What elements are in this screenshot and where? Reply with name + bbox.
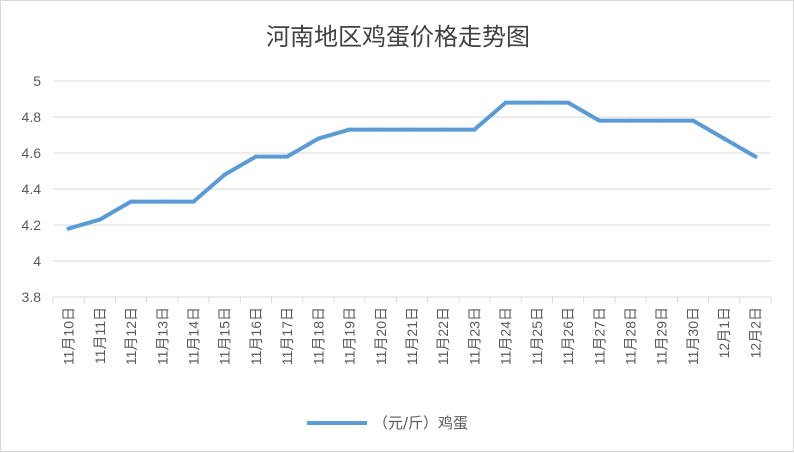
y-tick-label: 4.8 [22,109,42,125]
grid-lines [53,80,771,298]
x-tick-label: 11月11日 [92,307,108,364]
data-point [253,154,258,159]
data-point [66,226,71,231]
data-point [97,217,102,222]
y-tick-label: 4.2 [22,217,42,233]
x-tick-label: 11月16日 [248,307,264,365]
data-point [659,118,664,123]
x-tick-label: 11月30日 [685,307,701,365]
data-point [222,172,227,177]
x-tick-label: 11月22日 [435,307,451,365]
x-tick-label: 11月29日 [654,307,670,365]
x-tick-label: 11月15日 [217,307,233,365]
data-point [410,127,414,132]
data-point [722,136,727,141]
x-tick-label: 11月26日 [560,307,576,365]
x-tick-label: 11月23日 [466,307,482,365]
x-axis: 11月10日 11月11日 11月12日 11月13日 11月14日 11月15日 11月1… [52,297,772,365]
x-tick-label: 11月25日 [529,307,545,365]
data-point [285,154,290,159]
data-point [378,127,383,132]
data-point [347,127,352,132]
x-tick-label: 11月18日 [310,307,326,365]
data-point [690,118,695,123]
data-point [191,199,196,204]
series-line-0 [66,100,758,231]
data-point [628,118,633,123]
y-tick-label: 4 [33,253,41,269]
y-tick-label: 4.6 [22,145,42,161]
x-tick-label: 11月27日 [591,307,607,365]
x-tick-label: 11月13日 [154,307,170,365]
x-tick-label: 11月19日 [342,307,358,365]
data-point [316,136,321,141]
x-tick-label: 12月2日 [747,307,763,358]
data-point [534,100,539,105]
data-point [503,100,508,105]
x-tick-label: 11月12日 [123,307,139,365]
y-tick-label: 3.8 [22,289,42,305]
x-tick-label: 11月24日 [498,307,514,365]
series-layer [66,100,758,231]
data-point [160,199,165,204]
legend-label: （元/斤）鸡蛋 [373,414,468,432]
data-point [566,100,571,105]
y-tick-label: 4.4 [22,181,42,197]
x-tick-label: 11月17日 [279,307,295,365]
legend: （元/斤）鸡蛋 [307,414,468,432]
x-tick-label: 11月28日 [623,307,639,365]
data-point [472,127,477,132]
data-point [597,118,602,123]
x-tick-label: 11月20日 [373,307,389,365]
x-tick-label: 11月21日 [404,307,420,365]
x-tick-label: 11月10日 [61,307,77,365]
x-tick-label: 11月14日 [185,307,201,365]
y-tick-label: 5 [33,73,41,89]
data-point [753,154,758,159]
y-axis: 3.8 4 4.2 4.4 4.6 4.8 5 [22,73,42,305]
x-tick-label: 12月1日 [716,307,732,358]
data-point [441,127,446,132]
chart-title: 河南地区鸡蛋价格走势图 [266,23,530,51]
data-point [129,199,134,204]
